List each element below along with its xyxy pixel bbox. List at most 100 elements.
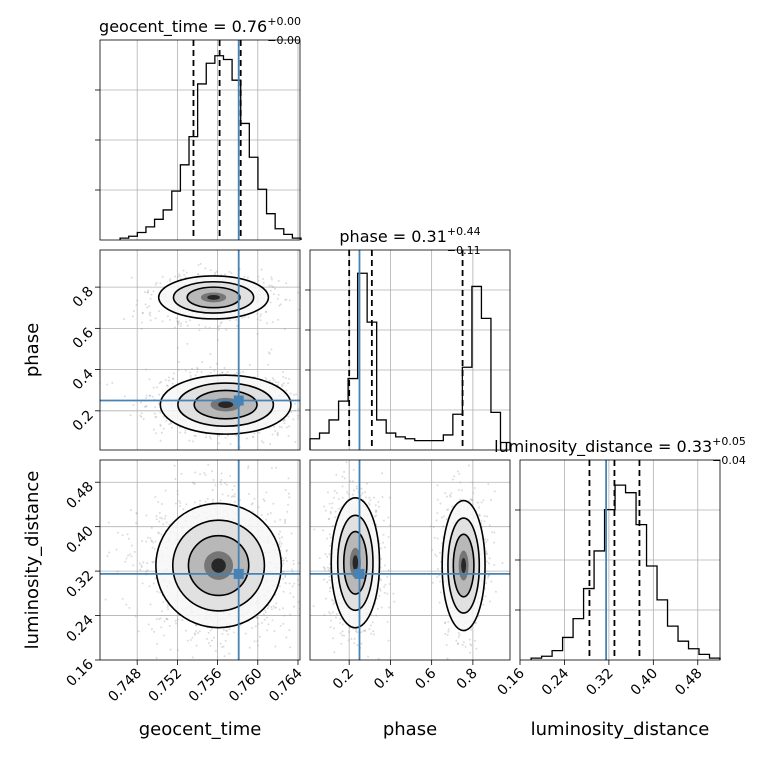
sample-point <box>274 287 277 290</box>
sample-point <box>225 483 228 486</box>
sample-point <box>329 587 332 590</box>
sample-point <box>157 501 160 504</box>
sample-point <box>212 478 215 481</box>
sample-point <box>317 630 319 632</box>
sample-point <box>207 463 210 466</box>
sample-point <box>147 289 150 292</box>
sample-point <box>462 641 465 644</box>
sample-point <box>160 533 163 536</box>
sample-point <box>161 320 164 323</box>
sample-point <box>264 611 267 614</box>
truth-marker <box>233 568 244 579</box>
sample-point <box>340 634 343 637</box>
sample-point <box>177 321 180 324</box>
x-axis-label: geocent_time <box>139 719 262 740</box>
truth-marker <box>354 568 365 579</box>
sample-point <box>336 492 339 495</box>
sample-point <box>273 630 276 633</box>
sample-point <box>328 553 331 556</box>
sample-point <box>279 518 282 521</box>
sample-point <box>272 502 275 505</box>
sample-point <box>372 633 375 636</box>
sample-point <box>281 383 284 386</box>
sample-point <box>297 417 300 420</box>
sample-point <box>292 418 295 421</box>
sample-point <box>453 475 456 478</box>
sample-point <box>380 606 383 609</box>
sample-point <box>436 575 439 578</box>
sample-point <box>439 502 442 505</box>
sample-point <box>228 652 231 655</box>
sample-point <box>272 285 275 288</box>
sample-point <box>269 301 272 304</box>
sample-point <box>163 620 166 623</box>
sample-point <box>356 644 359 647</box>
sample-point <box>478 506 481 509</box>
sample-point <box>189 639 192 642</box>
sample-point <box>482 499 485 502</box>
sample-point <box>486 538 489 541</box>
sample-point <box>381 472 384 475</box>
sample-point <box>277 533 280 536</box>
sample-point <box>194 633 197 636</box>
sample-point <box>147 623 150 626</box>
sample-point <box>294 441 297 444</box>
sample-point <box>150 540 153 543</box>
sample-point <box>154 317 157 320</box>
sample-point <box>289 392 292 395</box>
sample-point <box>184 431 187 434</box>
sample-point <box>469 651 472 654</box>
sample-point <box>364 491 367 494</box>
sample-point <box>275 602 278 605</box>
sample-point <box>258 431 261 434</box>
sample-point <box>287 503 290 506</box>
sample-point <box>356 631 359 634</box>
sample-point <box>257 279 260 282</box>
sample-point <box>276 431 279 434</box>
sample-point <box>196 367 199 370</box>
sample-point <box>292 596 295 599</box>
sample-point <box>281 536 284 539</box>
sample-point <box>149 314 152 317</box>
sample-point <box>380 557 383 560</box>
sample-point <box>257 644 260 647</box>
sample-point <box>233 492 236 495</box>
scatter-panel-phase-vs-luminosity_distance <box>309 459 511 661</box>
sample-point <box>256 333 259 336</box>
sample-point <box>448 494 451 497</box>
x-tick-label: 0.32 <box>583 666 616 699</box>
sample-point <box>487 483 490 486</box>
sample-point <box>123 395 126 398</box>
sample-point <box>139 401 142 404</box>
sample-point <box>282 590 285 593</box>
sample-point <box>192 481 195 484</box>
histogram-step <box>530 484 721 660</box>
x-tick-label: 0.24 <box>539 665 572 698</box>
sample-point <box>273 425 276 428</box>
sample-point <box>451 505 454 508</box>
sample-point <box>392 592 395 595</box>
sample-point <box>259 315 262 318</box>
sample-point <box>314 412 316 414</box>
sample-point <box>149 319 152 322</box>
sample-point <box>375 514 378 517</box>
sample-point <box>218 434 221 437</box>
sample-point <box>270 278 273 281</box>
sample-point <box>436 537 439 540</box>
sample-point <box>185 320 188 323</box>
sample-point <box>181 619 184 622</box>
sample-point <box>328 579 331 582</box>
sample-point <box>166 384 169 387</box>
panel-frame <box>99 39 301 241</box>
sample-point <box>297 600 300 603</box>
sample-point <box>281 385 284 388</box>
sample-point <box>276 433 279 436</box>
sample-point <box>145 394 148 397</box>
sample-point <box>203 472 206 475</box>
sample-point <box>278 304 281 307</box>
sample-point <box>173 452 175 454</box>
sample-point <box>278 543 281 546</box>
sample-point <box>271 619 274 622</box>
sample-point <box>233 495 236 498</box>
sample-point <box>361 492 364 495</box>
